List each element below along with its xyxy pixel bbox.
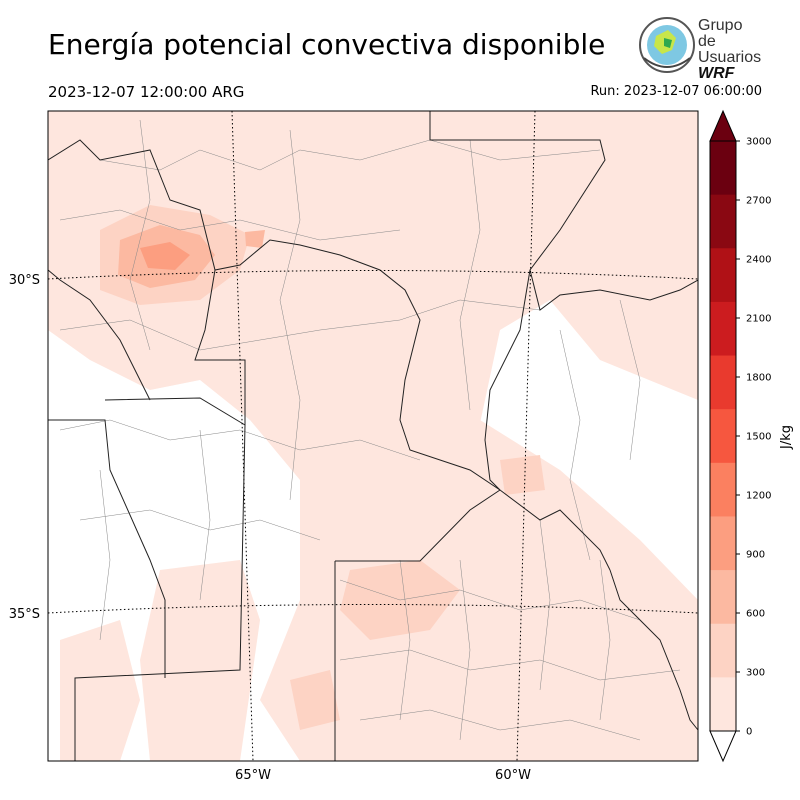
colorbar-tick-label: 1500 <box>746 432 771 443</box>
logo-line3: WRF <box>698 65 735 82</box>
province-boundaries <box>48 111 698 761</box>
colorbar-swatch <box>710 623 736 678</box>
globe-logo-icon <box>639 17 695 73</box>
logo-line1: Grupo de <box>698 17 743 50</box>
logo-line2: Usuarios <box>698 49 762 66</box>
colorbar-tick-label: 1200 <box>746 491 771 502</box>
colorbar-swatch <box>710 677 736 732</box>
colorbar-tick-label: 2400 <box>746 255 771 266</box>
colorbar-tick-label: 2700 <box>746 196 771 207</box>
colorbar-swatch <box>710 355 736 410</box>
colorbar-swatch <box>710 570 736 625</box>
colorbar-swatch <box>710 248 736 303</box>
colorbar-tick-label: 3000 <box>746 137 771 148</box>
department-boundaries <box>59 119 681 741</box>
colorbar-tick-label: 900 <box>746 550 765 561</box>
map-frame <box>47 110 699 762</box>
colorbar-swatch <box>710 409 736 464</box>
graticule <box>48 111 698 761</box>
colorbar-swatch <box>710 462 736 517</box>
colorbar-extend-max <box>709 109 737 142</box>
colorbar-tick-label: 300 <box>746 668 765 679</box>
colorbar-swatch <box>710 194 736 249</box>
colorbar-swatch <box>710 301 736 357</box>
colorbar-tick-label: 2100 <box>746 314 771 325</box>
colorbar: 0 300 600 900 1200 1500 1800 2100 2400 2700 3000 <box>709 109 771 763</box>
run-time: Run: 2023-12-07 06:00:00 <box>590 84 762 99</box>
wrf-logo: Grupo de Usuarios WRF <box>638 16 763 82</box>
colorbar-tick-label: 0 <box>746 727 752 738</box>
colorbar-swatch <box>710 516 736 571</box>
colorbar-tick-label: 1800 <box>746 373 771 384</box>
lon-label-60w: 60°W <box>495 768 531 783</box>
cape-shading-900 <box>140 242 190 270</box>
lon-label-65w: 65°W <box>235 768 271 783</box>
map-panel <box>48 111 698 761</box>
lat-label-30s: 30°S <box>9 273 40 288</box>
colorbar-swatch <box>710 141 736 196</box>
colorbar-extend-min <box>709 730 737 763</box>
colorbar-label: J/kg <box>779 425 794 450</box>
colorbar-tick-label: 600 <box>746 609 765 620</box>
lat-label-35s: 35°S <box>9 607 40 622</box>
chart-title: Energía potencial convectiva disponible <box>48 28 606 61</box>
valid-time: 2023-12-07 12:00:00 ARG <box>48 83 245 101</box>
